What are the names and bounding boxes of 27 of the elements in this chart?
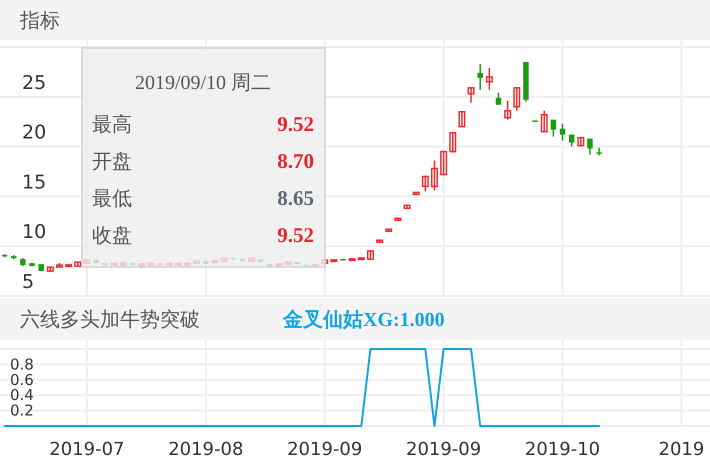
y-tick-label: 0.8 [10, 355, 34, 374]
annotation: 最高 [92, 112, 132, 136]
x-tick-label: 2019-08 [168, 439, 244, 460]
annotation: 9.52 [277, 223, 314, 247]
x-tick-label: 2019-09 [406, 439, 482, 460]
annotation: 9.52 [277, 112, 314, 136]
x-tick-label: 2019 [658, 439, 704, 460]
annotation: 8.65 [277, 186, 314, 210]
annotation: 8.70 [277, 149, 314, 173]
x-tick-label: 2019-07 [49, 439, 125, 460]
y-tick-label: 0.4 [10, 386, 34, 404]
y-tick-label: 0.2 [10, 402, 34, 420]
y-tick-label: 25 [22, 72, 46, 94]
y-tick-label: 15 [22, 171, 46, 194]
y-tick-label: 5 [22, 271, 34, 293]
y-tick-label: 10 [22, 221, 46, 244]
x-tick-label: 2019-09 [287, 439, 362, 460]
annotation: 最低 [92, 186, 132, 210]
annotation: 收盘 [92, 223, 132, 247]
series-label: 金叉仙姑XG:1.000 [282, 309, 445, 331]
x-tick-label: 2019-10 [524, 439, 600, 460]
chart-title: 六线多头加牛势突破 [20, 307, 200, 331]
annotation: 开盘 [92, 149, 132, 173]
chart-title: 指标 [19, 8, 60, 32]
y-tick-label: 20 [22, 122, 46, 144]
y-tick-label: 0.6 [10, 370, 34, 389]
annotation: 2019/09/10 周二 [134, 72, 272, 94]
